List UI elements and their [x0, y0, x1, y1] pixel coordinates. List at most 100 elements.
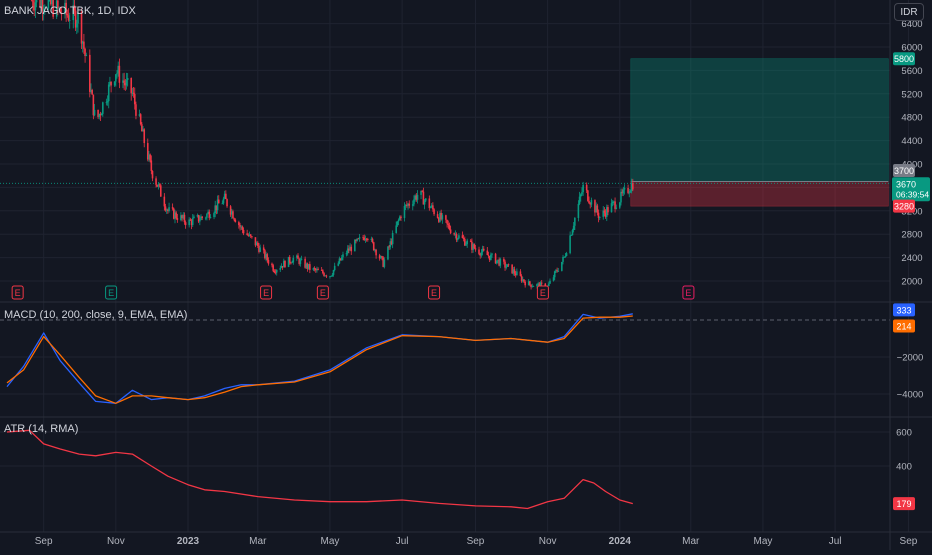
candle-body	[173, 208, 175, 219]
candle-body	[320, 270, 323, 271]
candle-body	[572, 225, 575, 231]
candle-body	[57, 0, 59, 8]
x-tick-label: Sep	[467, 536, 485, 547]
candle-body	[371, 238, 374, 243]
symbol-title[interactable]: BANK JAGO TBK, 1D, IDX	[4, 5, 136, 17]
candle-body	[284, 260, 286, 268]
macd-value-label: 214	[893, 319, 915, 333]
macd-pane[interactable]	[0, 313, 890, 404]
candle-body	[590, 200, 593, 205]
candle-body	[247, 235, 250, 236]
candle-body	[75, 23, 78, 28]
macd-value-label: 333	[893, 303, 915, 317]
candle-body	[304, 258, 306, 268]
atr-tick-label: 600	[896, 428, 912, 439]
candle-body	[67, 15, 70, 21]
candle-body	[164, 206, 167, 211]
earnings-marker[interactable]: E	[11, 285, 24, 300]
candle-body	[115, 74, 117, 82]
candle-body	[365, 238, 368, 240]
candle-body	[191, 218, 194, 226]
candle-body	[387, 246, 389, 260]
candle-body	[473, 244, 476, 249]
current-price-text: 3670	[896, 179, 916, 189]
candle-body	[465, 244, 467, 246]
candle-body	[287, 256, 290, 268]
candle-body	[520, 275, 523, 282]
macd-value-label-bg	[893, 303, 915, 317]
candle-body	[436, 214, 439, 218]
macd-value-label-text: 214	[896, 322, 911, 332]
candle-body	[188, 219, 190, 226]
earnings-marker[interactable]: E	[682, 285, 695, 300]
candle-body	[201, 216, 203, 218]
candle-body	[478, 249, 480, 254]
earnings-marker[interactable]: E	[428, 285, 441, 300]
earnings-marker-label: E	[540, 288, 546, 298]
atr-value-label-text: 179	[896, 499, 911, 509]
earnings-marker[interactable]: E	[316, 285, 329, 300]
earnings-marker[interactable]: E	[260, 285, 273, 300]
candle-body	[262, 247, 265, 251]
x-tick-label: Mar	[249, 536, 267, 547]
candle-body	[291, 262, 293, 264]
earnings-marker-label: E	[685, 288, 691, 298]
candle-body	[491, 253, 493, 255]
macd-value-label-text: 333	[896, 305, 911, 315]
atr-pane[interactable]	[6, 429, 633, 510]
candle-body	[233, 218, 235, 220]
candle-body	[206, 213, 208, 218]
earnings-marker[interactable]: E	[536, 285, 549, 300]
candle-body	[133, 94, 136, 105]
macd-legend[interactable]: MACD (10, 200, close, 9, EMA, EMA)	[4, 309, 188, 321]
candle-body	[605, 207, 608, 217]
candle-body	[200, 216, 202, 220]
candle-body	[411, 204, 414, 206]
candle-body	[329, 276, 331, 278]
candle-body	[338, 258, 341, 264]
candle-body	[131, 92, 134, 94]
candle-body	[380, 256, 382, 259]
currency-button[interactable]: IDR	[894, 3, 924, 21]
earnings-marker-box	[682, 285, 695, 300]
candle-body	[565, 253, 568, 256]
candle-body	[105, 102, 108, 104]
candle-body	[40, 0, 43, 7]
candle-body	[430, 205, 433, 208]
candle-body	[579, 194, 582, 197]
candle-body	[395, 225, 398, 233]
candle-body	[621, 191, 623, 194]
candle-body	[189, 219, 192, 221]
candle-body	[39, 0, 41, 7]
candle-body	[259, 247, 261, 252]
candle-body	[416, 194, 419, 200]
candle-body	[407, 203, 409, 206]
candle-body	[232, 211, 234, 219]
candle-body	[306, 263, 309, 269]
atr-legend[interactable]: ATR (14, RMA)	[4, 423, 79, 435]
candle-body	[258, 245, 260, 252]
candle-body	[420, 190, 422, 195]
candle-body	[367, 239, 369, 240]
candle-body	[60, 13, 63, 15]
candle-body	[494, 253, 497, 264]
candle-body	[455, 234, 458, 240]
candle-body	[107, 84, 110, 102]
candle-body	[73, 5, 76, 11]
candle-body	[109, 81, 111, 85]
candle-body	[113, 81, 116, 86]
candle-body	[627, 188, 629, 193]
earnings-marker-label: E	[263, 288, 269, 298]
candle-body	[241, 226, 244, 230]
earnings-marker[interactable]: E	[105, 285, 118, 300]
candle-body	[564, 255, 567, 257]
candle-body	[116, 73, 118, 75]
candle-body	[300, 258, 303, 260]
earnings-marker-box	[536, 285, 549, 300]
candle-body	[290, 262, 292, 264]
candle-body	[381, 256, 383, 258]
candle-body	[511, 264, 513, 274]
